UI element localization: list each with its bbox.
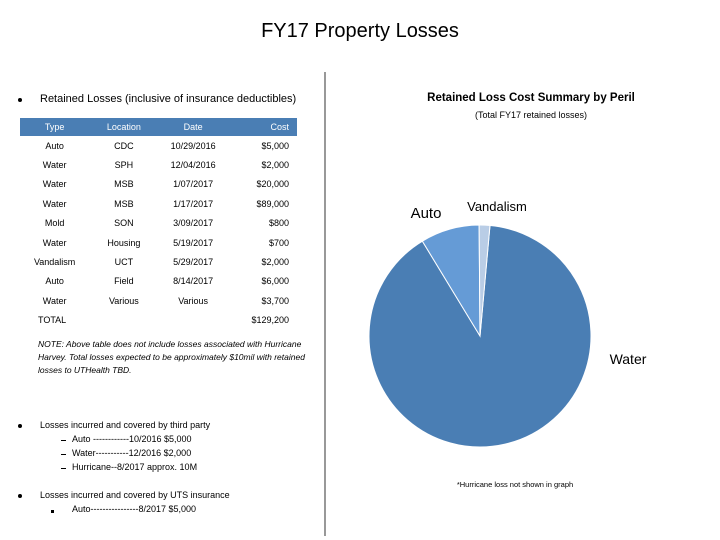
bullet (18, 424, 22, 428)
table-cell: MSB (114, 179, 134, 190)
header-cell: Location (89, 118, 159, 136)
table-cell: Auto (45, 276, 64, 287)
table-cell: $2,000 (261, 257, 289, 268)
header-cell: Date (158, 118, 228, 136)
table-cell: Housing (107, 237, 141, 248)
sub-bullet-marker (61, 440, 66, 441)
loss-table: Type Location Date Cost Auto CDC 10/29/2016 $5,… (20, 118, 297, 330)
sub-bullet-marker (51, 510, 54, 513)
table-cell: UCT (114, 257, 134, 268)
sub-bullet-text: Auto ------------10/2016 $5,000 (72, 434, 192, 444)
table-cell: $3,700 (261, 295, 289, 306)
table-cell: Water (42, 237, 67, 248)
table-cell: $6,000 (261, 276, 289, 287)
table-cell: CDC (114, 140, 134, 151)
table-cell: SON (114, 218, 134, 229)
table-cell: $800 (268, 218, 289, 229)
sub-bullet-text: Auto----------------8/2017 $5,000 (72, 504, 197, 514)
sub-bullet-text: Hurricane--8/2017 approx. 10M (72, 462, 198, 472)
table-cell: Auto (45, 140, 64, 151)
slice-label: Water (610, 351, 647, 367)
table-cell: MSB (114, 198, 134, 209)
table-cell: 1/07/2017 (173, 179, 214, 190)
total-value: $129,200 (251, 315, 289, 326)
table-cell: 3/09/2017 (173, 218, 214, 229)
table-row: Water Housing 5/19/2017 $700 (20, 233, 297, 252)
table-row: Vandalism UCT 5/29/2017 $2,000 (20, 252, 297, 271)
header-cell: Cost (227, 118, 297, 136)
table-cell: 12/04/2016 (170, 160, 216, 171)
bullet-text: Losses incurred and covered by UTS insur… (40, 490, 230, 500)
table-cell: Water (42, 198, 67, 209)
table-cell: Mold (44, 218, 65, 229)
total-row: TOTAL $129,200 (20, 311, 297, 330)
table-cell: Vandalism (33, 257, 76, 268)
chart-title: Retained Loss Cost Summary by Peril (427, 92, 635, 104)
table-cell: 5/19/2017 (173, 237, 214, 248)
table-cell: $5,000 (261, 140, 289, 151)
table-cell: $89,000 (256, 198, 289, 209)
total-label: TOTAL (38, 315, 67, 326)
table-row: Auto CDC 10/29/2016 $5,000 (20, 136, 297, 155)
table-cell: $20,000 (256, 179, 289, 190)
chart-footnote: *Hurricane loss not shown in graph (457, 480, 573, 489)
slice-label: Auto (411, 205, 442, 222)
section-heading: Retained Losses (inclusive of insurance … (40, 93, 297, 105)
chart-subtitle: (Total FY17 retained losses) (475, 110, 587, 120)
table-cell: Field (114, 276, 134, 287)
table-row: Water Various Various $3,700 (20, 291, 297, 310)
table-cell: Water (42, 179, 67, 190)
table-cell: $700 (268, 237, 289, 248)
bullet-text: Losses incurred and covered by third par… (40, 420, 211, 430)
bullet (18, 98, 22, 102)
table-cell: Various (108, 295, 139, 306)
slide-title: FY17 Property Losses (261, 20, 459, 42)
bullet (18, 494, 22, 498)
table-row: Water SPH 12/04/2016 $2,000 (20, 155, 297, 174)
table-cell: Water (42, 295, 67, 306)
table-cell: 8/14/2017 (173, 276, 214, 287)
table-row: Water MSB 1/17/2017 $89,000 (20, 194, 297, 213)
table-cell: Water (42, 160, 67, 171)
table-cell: 1/17/2017 (173, 198, 214, 209)
table-header: Type Location Date Cost (20, 118, 297, 136)
header-cell: Type (20, 118, 90, 136)
note: NOTE: Above table does not include losse… (38, 339, 305, 375)
table-row: Water MSB 1/07/2017 $20,000 (20, 175, 297, 194)
sub-bullet-marker (61, 468, 66, 469)
sub-bullet-marker (61, 454, 66, 455)
table-cell: 10/29/2016 (170, 140, 216, 151)
table-cell: SPH (114, 160, 134, 171)
table-row: Auto Field 8/14/2017 $6,000 (20, 272, 297, 291)
sub-bullet-text: Water-----------12/2016 $2,000 (72, 448, 192, 458)
table-cell: Various (178, 295, 209, 306)
table-cell: $2,000 (261, 160, 289, 171)
table-cell: 5/29/2017 (173, 257, 214, 268)
pie-slice (478, 224, 491, 337)
table-row: Mold SON 3/09/2017 $800 (20, 214, 297, 233)
slice-label: Vandalism (467, 199, 527, 214)
